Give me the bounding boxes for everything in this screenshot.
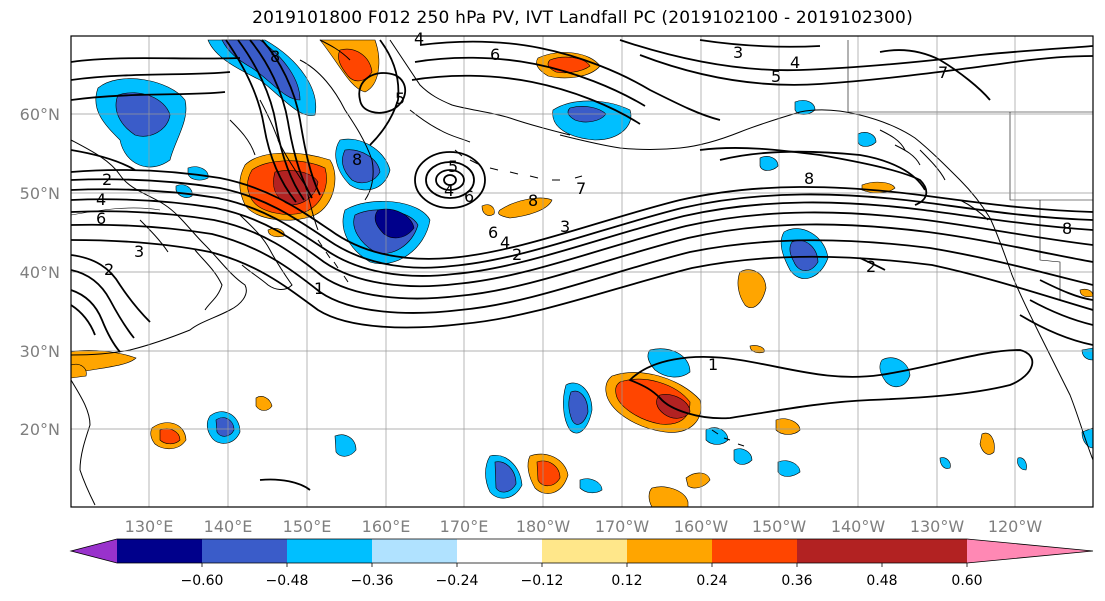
contour-label: 5 <box>771 67 781 86</box>
map-title: 2019101800 F012 250 hPa PV, IVT Landfall… <box>252 8 913 28</box>
colorbar-tick-label: −0.60 <box>181 573 224 589</box>
contour-label: 1 <box>314 279 324 298</box>
contour-label: 3 <box>733 43 743 62</box>
lat-label-60n: 60°N <box>20 105 60 124</box>
contour-label: 2 <box>102 170 112 189</box>
contour-label: 5 <box>448 157 458 176</box>
contour-label: 5 <box>395 89 405 108</box>
lon-label: 150°E <box>283 517 332 536</box>
colorbar-ticks <box>201 563 968 567</box>
colorbar-tick-label: 0.48 <box>866 573 897 589</box>
latitude-labels: 60°N 50°N 40°N 30°N 20°N <box>20 105 60 439</box>
pv-contours <box>71 39 1093 491</box>
colorbar-extend-left <box>71 539 117 563</box>
plot-frame <box>70 35 1094 508</box>
lon-label: 170°W <box>595 517 650 536</box>
colorbar-segment <box>882 539 967 563</box>
lon-label: 140°W <box>831 517 886 536</box>
contour-label: 8 <box>804 169 814 188</box>
lon-label: 130°W <box>910 517 965 536</box>
contour-label: 6 <box>96 209 106 228</box>
contour-label: 6 <box>464 187 474 206</box>
lon-label: 140°E <box>204 517 253 536</box>
colorbar-segment <box>117 539 202 563</box>
colorbar-tick-labels: −0.60 −0.48 −0.36 −0.24 −0.12 0.12 0.24 … <box>181 573 983 589</box>
contour-label: 6 <box>490 45 500 64</box>
colorbar: −0.60 −0.48 −0.36 −0.24 −0.12 0.12 0.24 … <box>69 538 1094 589</box>
colorbar-tick-label: −0.12 <box>521 573 564 589</box>
contour-label: 2 <box>104 260 114 279</box>
lat-label-40n: 40°N <box>20 263 60 282</box>
coastlines <box>71 39 1093 506</box>
lon-label: 150°W <box>752 517 807 536</box>
lon-label: 160°E <box>362 517 411 536</box>
contour-label: 4 <box>444 181 454 200</box>
contour-label: 2 <box>512 245 522 264</box>
colorbar-segment <box>202 539 287 563</box>
colorbar-segment <box>287 539 372 563</box>
colorbar-segment <box>797 539 882 563</box>
contour-label: 8 <box>270 47 280 66</box>
colorbar-tick-label: 0.24 <box>696 573 727 589</box>
gridlines <box>71 36 1093 507</box>
colorbar-tick-label: 0.36 <box>781 573 812 589</box>
colorbar-extend-right <box>967 539 1093 563</box>
contour-label: 7 <box>576 179 586 198</box>
longitude-labels: 130°E 140°E 150°E 160°E 170°E 180°W 170°… <box>125 517 1043 536</box>
colorbar-segment <box>627 539 712 563</box>
colorbar-tick-label: 0.12 <box>611 573 642 589</box>
colorbar-segment <box>542 539 627 563</box>
contour-label: 3 <box>560 217 570 236</box>
contour-label: 4 <box>790 53 800 72</box>
lon-label: 170°E <box>440 517 489 536</box>
lon-label: 120°W <box>988 517 1043 536</box>
contour-label: 4 <box>414 29 424 48</box>
lat-label-50n: 50°N <box>20 184 60 203</box>
colorbar-segments <box>117 539 882 563</box>
colorbar-tick-label: −0.48 <box>266 573 309 589</box>
contour-label: 8 <box>528 191 538 210</box>
contour-label: 2 <box>866 257 876 276</box>
colorbar-segment <box>712 539 797 563</box>
contour-label: 4 <box>96 190 106 209</box>
colorbar-outline <box>69 538 1094 564</box>
contour-label: 8 <box>352 150 362 169</box>
colorbar-tick-label: 0.60 <box>951 573 982 589</box>
contour-label-group: 3 5 4 7 6 5 4 8 5 4 6 2 4 6 2 3 1 8 8 7 … <box>96 29 1072 374</box>
lon-label: 130°E <box>125 517 174 536</box>
contour-label: 4 <box>500 233 510 252</box>
lon-label: 160°W <box>674 517 729 536</box>
contour-label: 6 <box>488 223 498 242</box>
colorbar-segment <box>457 539 542 563</box>
colorbar-tick-label: −0.24 <box>436 573 479 589</box>
lat-label-30n: 30°N <box>20 342 60 361</box>
contour-label: 7 <box>938 63 948 82</box>
contour-label: 1 <box>708 355 718 374</box>
political-borders <box>71 40 1093 300</box>
colorbar-tick-label: −0.36 <box>351 573 394 589</box>
contour-label: 8 <box>1062 219 1072 238</box>
lat-label-20n: 20°N <box>20 420 60 439</box>
lon-label: 180°W <box>516 517 571 536</box>
contour-label: 3 <box>134 242 144 261</box>
colorbar-segment <box>372 539 457 563</box>
